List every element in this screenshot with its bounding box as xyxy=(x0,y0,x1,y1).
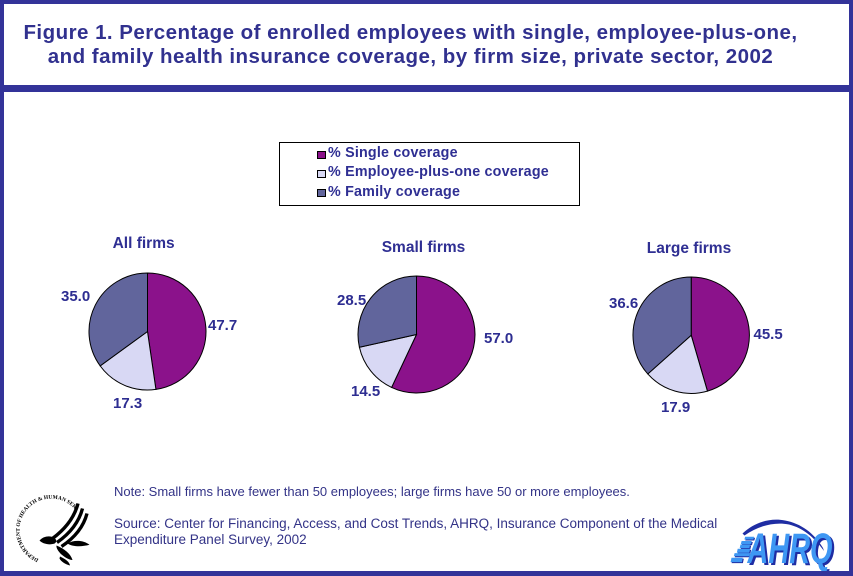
svg-text:AHRQ: AHRQ xyxy=(747,526,833,572)
svg-text:AHRQ: AHRQ xyxy=(749,528,835,572)
